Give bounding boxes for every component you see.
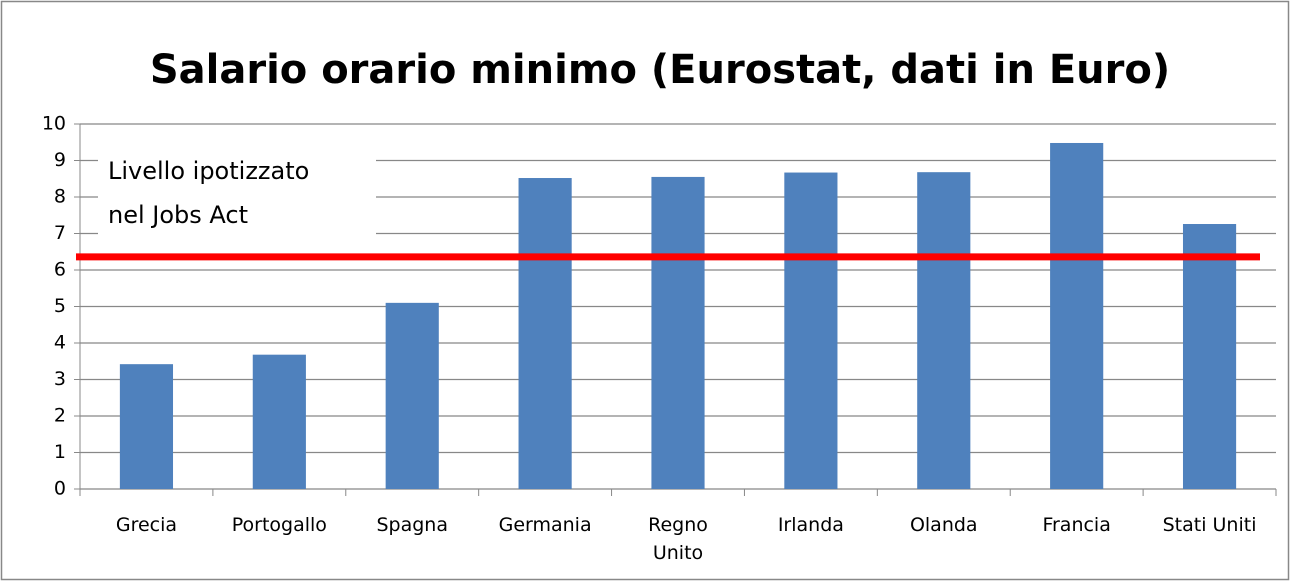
bar: [119, 364, 174, 489]
y-tick-label: 1: [54, 441, 66, 463]
annotation-box: [98, 148, 376, 240]
chart-title: Salario orario minimo (Eurostat, dati in…: [150, 47, 1170, 93]
x-tick-label: Regno Unito: [648, 514, 708, 564]
bar: [917, 172, 971, 489]
annotation: nel Jobs Act: [108, 201, 248, 229]
x-tick-label: Stati Uniti: [1162, 514, 1257, 536]
bar: [385, 302, 439, 489]
bar: [1182, 224, 1237, 489]
bar: [252, 354, 306, 489]
bar: [1050, 142, 1104, 490]
bar: [784, 172, 838, 490]
y-tick-label: 4: [54, 332, 66, 354]
x-tick-label: Francia: [1042, 514, 1111, 536]
y-tick-label: 7: [54, 222, 66, 244]
x-tick-label: Olanda: [909, 514, 978, 536]
bar: [651, 176, 705, 490]
y-tick-label: 9: [54, 149, 66, 171]
y-tick-label: 5: [54, 295, 66, 317]
y-tick-label: 0: [54, 478, 66, 500]
y-tick-label: 3: [54, 368, 66, 390]
x-tick-label: Irlanda: [777, 514, 844, 536]
y-tick-label: 6: [54, 259, 66, 281]
bar: [518, 178, 572, 489]
y-tick-label: 10: [42, 113, 66, 135]
y-tick-label: 2: [54, 405, 66, 427]
x-tick-label: Grecia: [115, 514, 178, 536]
annotation: Livello ipotizzato: [108, 157, 309, 185]
x-tick-label: Portogallo: [231, 514, 327, 536]
x-tick-label: Spagna: [376, 514, 448, 536]
x-tick-label: Germania: [498, 514, 592, 536]
y-tick-label: 8: [54, 186, 66, 208]
